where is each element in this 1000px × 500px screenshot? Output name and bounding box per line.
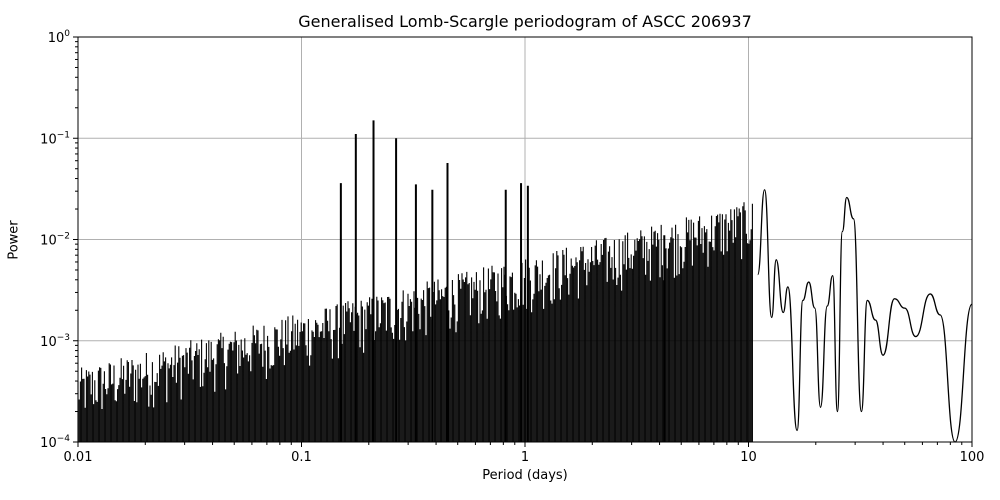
smooth-tail-curve [757, 189, 973, 443]
peak-lines [339, 120, 666, 442]
y-tick-label: 10−2 [40, 232, 70, 249]
plot-frame [77, 36, 973, 443]
x-tick-label: 1 [521, 450, 529, 465]
x-tick-label: 0.01 [64, 450, 93, 465]
y-tick-label: 100 [48, 29, 71, 46]
y-tick-label: 10−3 [40, 333, 70, 350]
chart-title: Generalised Lomb-Scargle periodogram of … [298, 12, 752, 31]
x-axis-label: Period (days) [482, 468, 568, 483]
x-tick-label: 0.1 [291, 450, 312, 465]
axis-ticks: 0.01 0.1 1 10 100 10−4 10−3 10−2 10−1 100 [40, 29, 984, 465]
x-tick-label: 100 [960, 450, 985, 465]
y-tick-label: 10−4 [40, 434, 70, 451]
x-tick-label: 10 [740, 450, 757, 465]
y-tick-label: 10−1 [40, 130, 70, 147]
